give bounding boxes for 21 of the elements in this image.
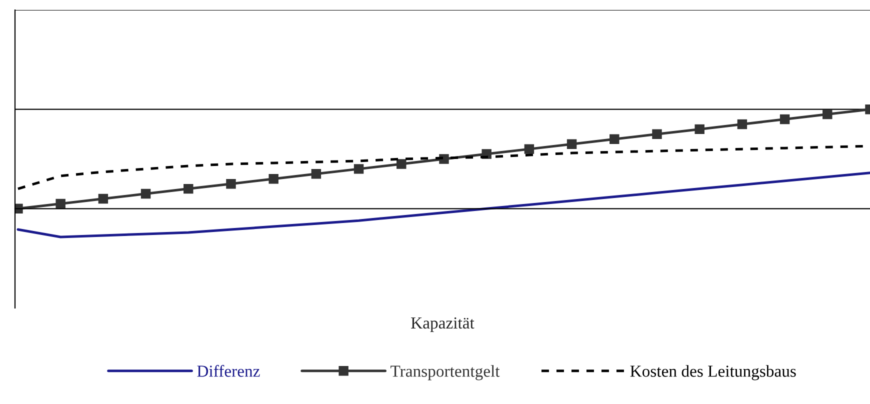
point [56,198,66,209]
point [354,164,364,174]
point [98,194,108,204]
point [140,188,151,199]
point [652,129,662,140]
x-axis-title: Kapazität [411,317,474,332]
point [822,109,832,120]
text: Differenz [197,364,260,377]
text: Transportentgelt [390,365,500,380]
point [396,159,406,169]
point [780,114,790,124]
text: Kosten des Leitungsbaus [630,365,796,380]
point [694,124,704,134]
point [268,174,278,184]
point [184,184,194,194]
point [566,139,577,149]
point [737,119,748,130]
point [226,178,236,189]
point [610,134,620,144]
point [311,169,322,179]
point [524,144,534,154]
